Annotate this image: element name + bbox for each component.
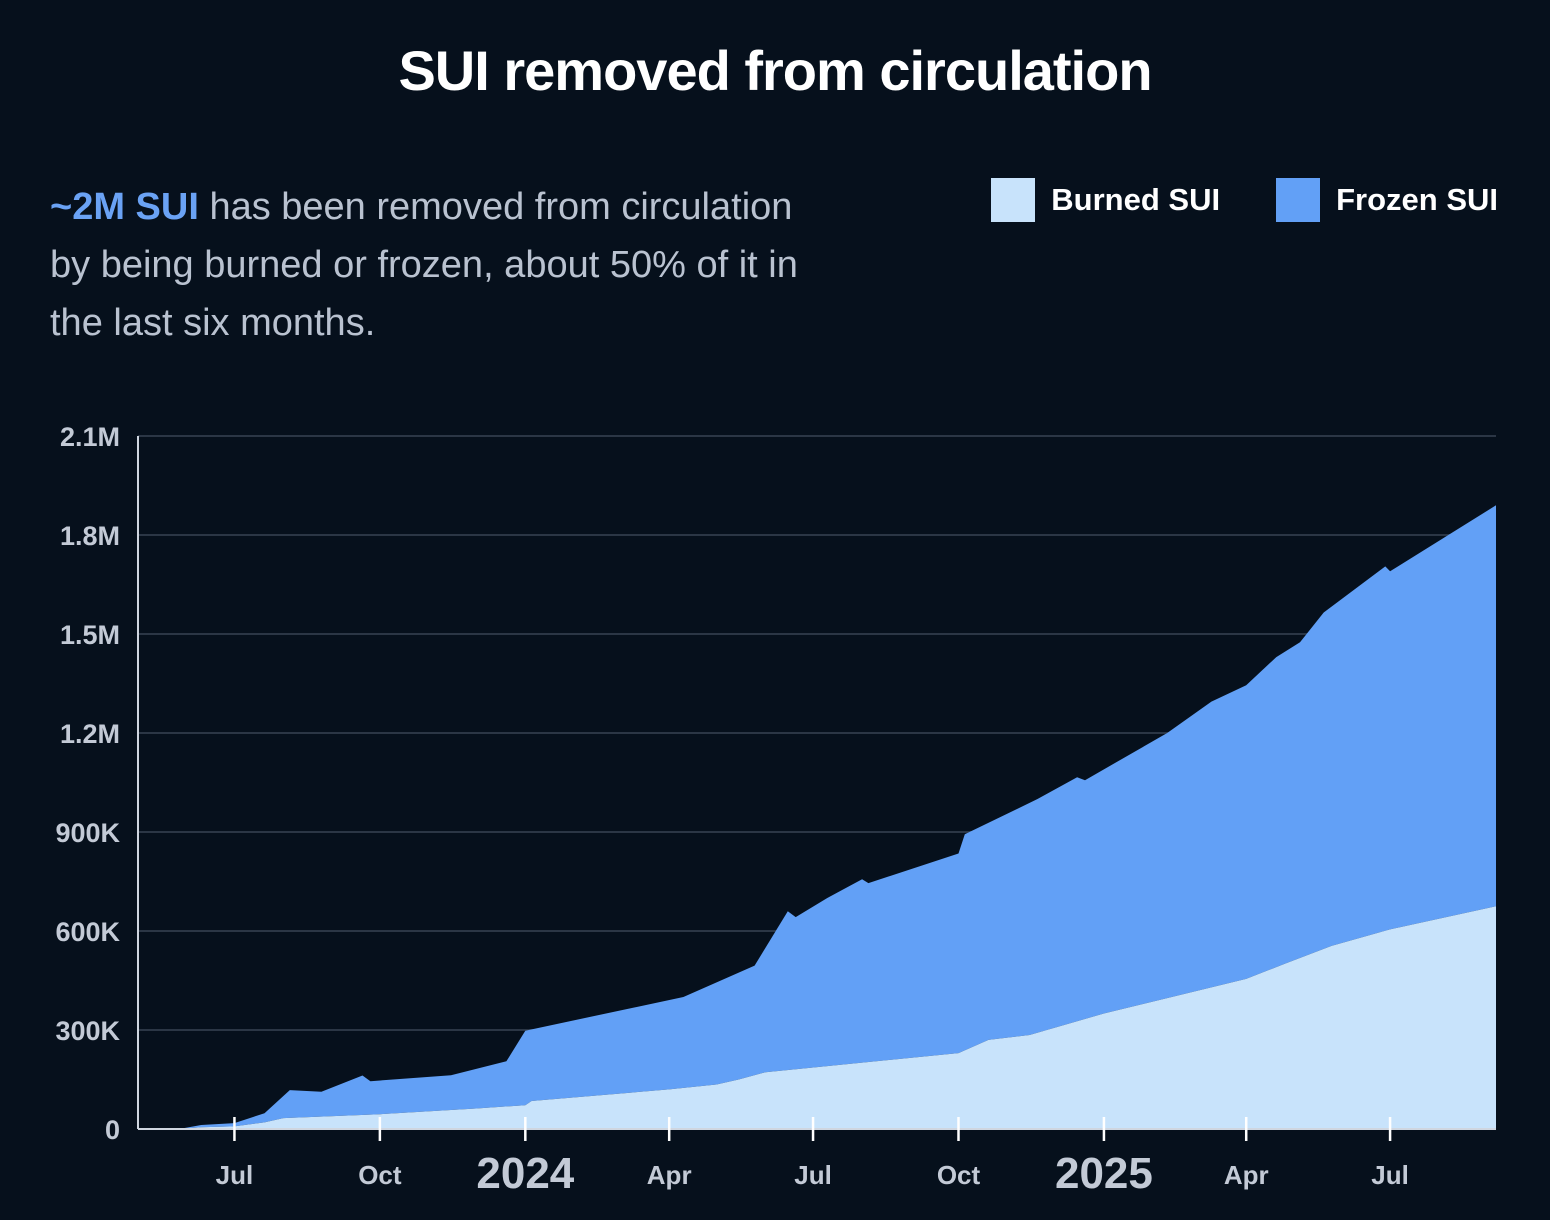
x-tick-label: Apr <box>1224 1160 1269 1190</box>
x-tick-label: Jul <box>794 1160 832 1190</box>
legend-label-burned: Burned SUI <box>1051 182 1221 217</box>
legend-swatch-burned <box>991 178 1036 222</box>
x-tick-label: Oct <box>358 1160 402 1190</box>
x-tick-label: Apr <box>647 1160 692 1190</box>
y-tick-label: 1.5M <box>60 620 120 650</box>
legend-item-frozen: Frozen SUI <box>1276 178 1498 222</box>
y-tick-label: 1.2M <box>60 719 120 749</box>
x-tick-year-label: 2025 <box>1055 1149 1153 1198</box>
legend: Burned SUI Frozen SUI <box>991 178 1498 222</box>
y-tick-label: 1.8M <box>60 521 120 551</box>
x-tick-label: Jul <box>216 1160 254 1190</box>
legend-label-frozen: Frozen SUI <box>1336 182 1498 217</box>
legend-item-burned: Burned SUI <box>991 178 1220 222</box>
frozen-sui-area <box>138 505 1496 1129</box>
description-highlight: ~2M SUI <box>50 186 199 228</box>
description-text: has been removed from circulation by bei… <box>50 186 798 344</box>
legend-swatch-frozen <box>1276 178 1321 222</box>
x-tick-label: Jul <box>1371 1160 1409 1190</box>
x-tick-year-label: 2024 <box>476 1149 574 1198</box>
burned-sui-area <box>138 906 1496 1129</box>
x-tick-label: Oct <box>937 1160 981 1190</box>
y-tick-label: 0 <box>105 1115 120 1145</box>
y-tick-label: 600K <box>55 917 120 947</box>
y-tick-label: 300K <box>55 1016 120 1046</box>
chart-description: ~2M SUI has been removed from circulatio… <box>50 178 810 352</box>
chart-title: SUI removed from circulation <box>398 39 1152 102</box>
y-tick-label: 2.1M <box>60 422 120 452</box>
y-tick-label: 900K <box>55 818 120 848</box>
